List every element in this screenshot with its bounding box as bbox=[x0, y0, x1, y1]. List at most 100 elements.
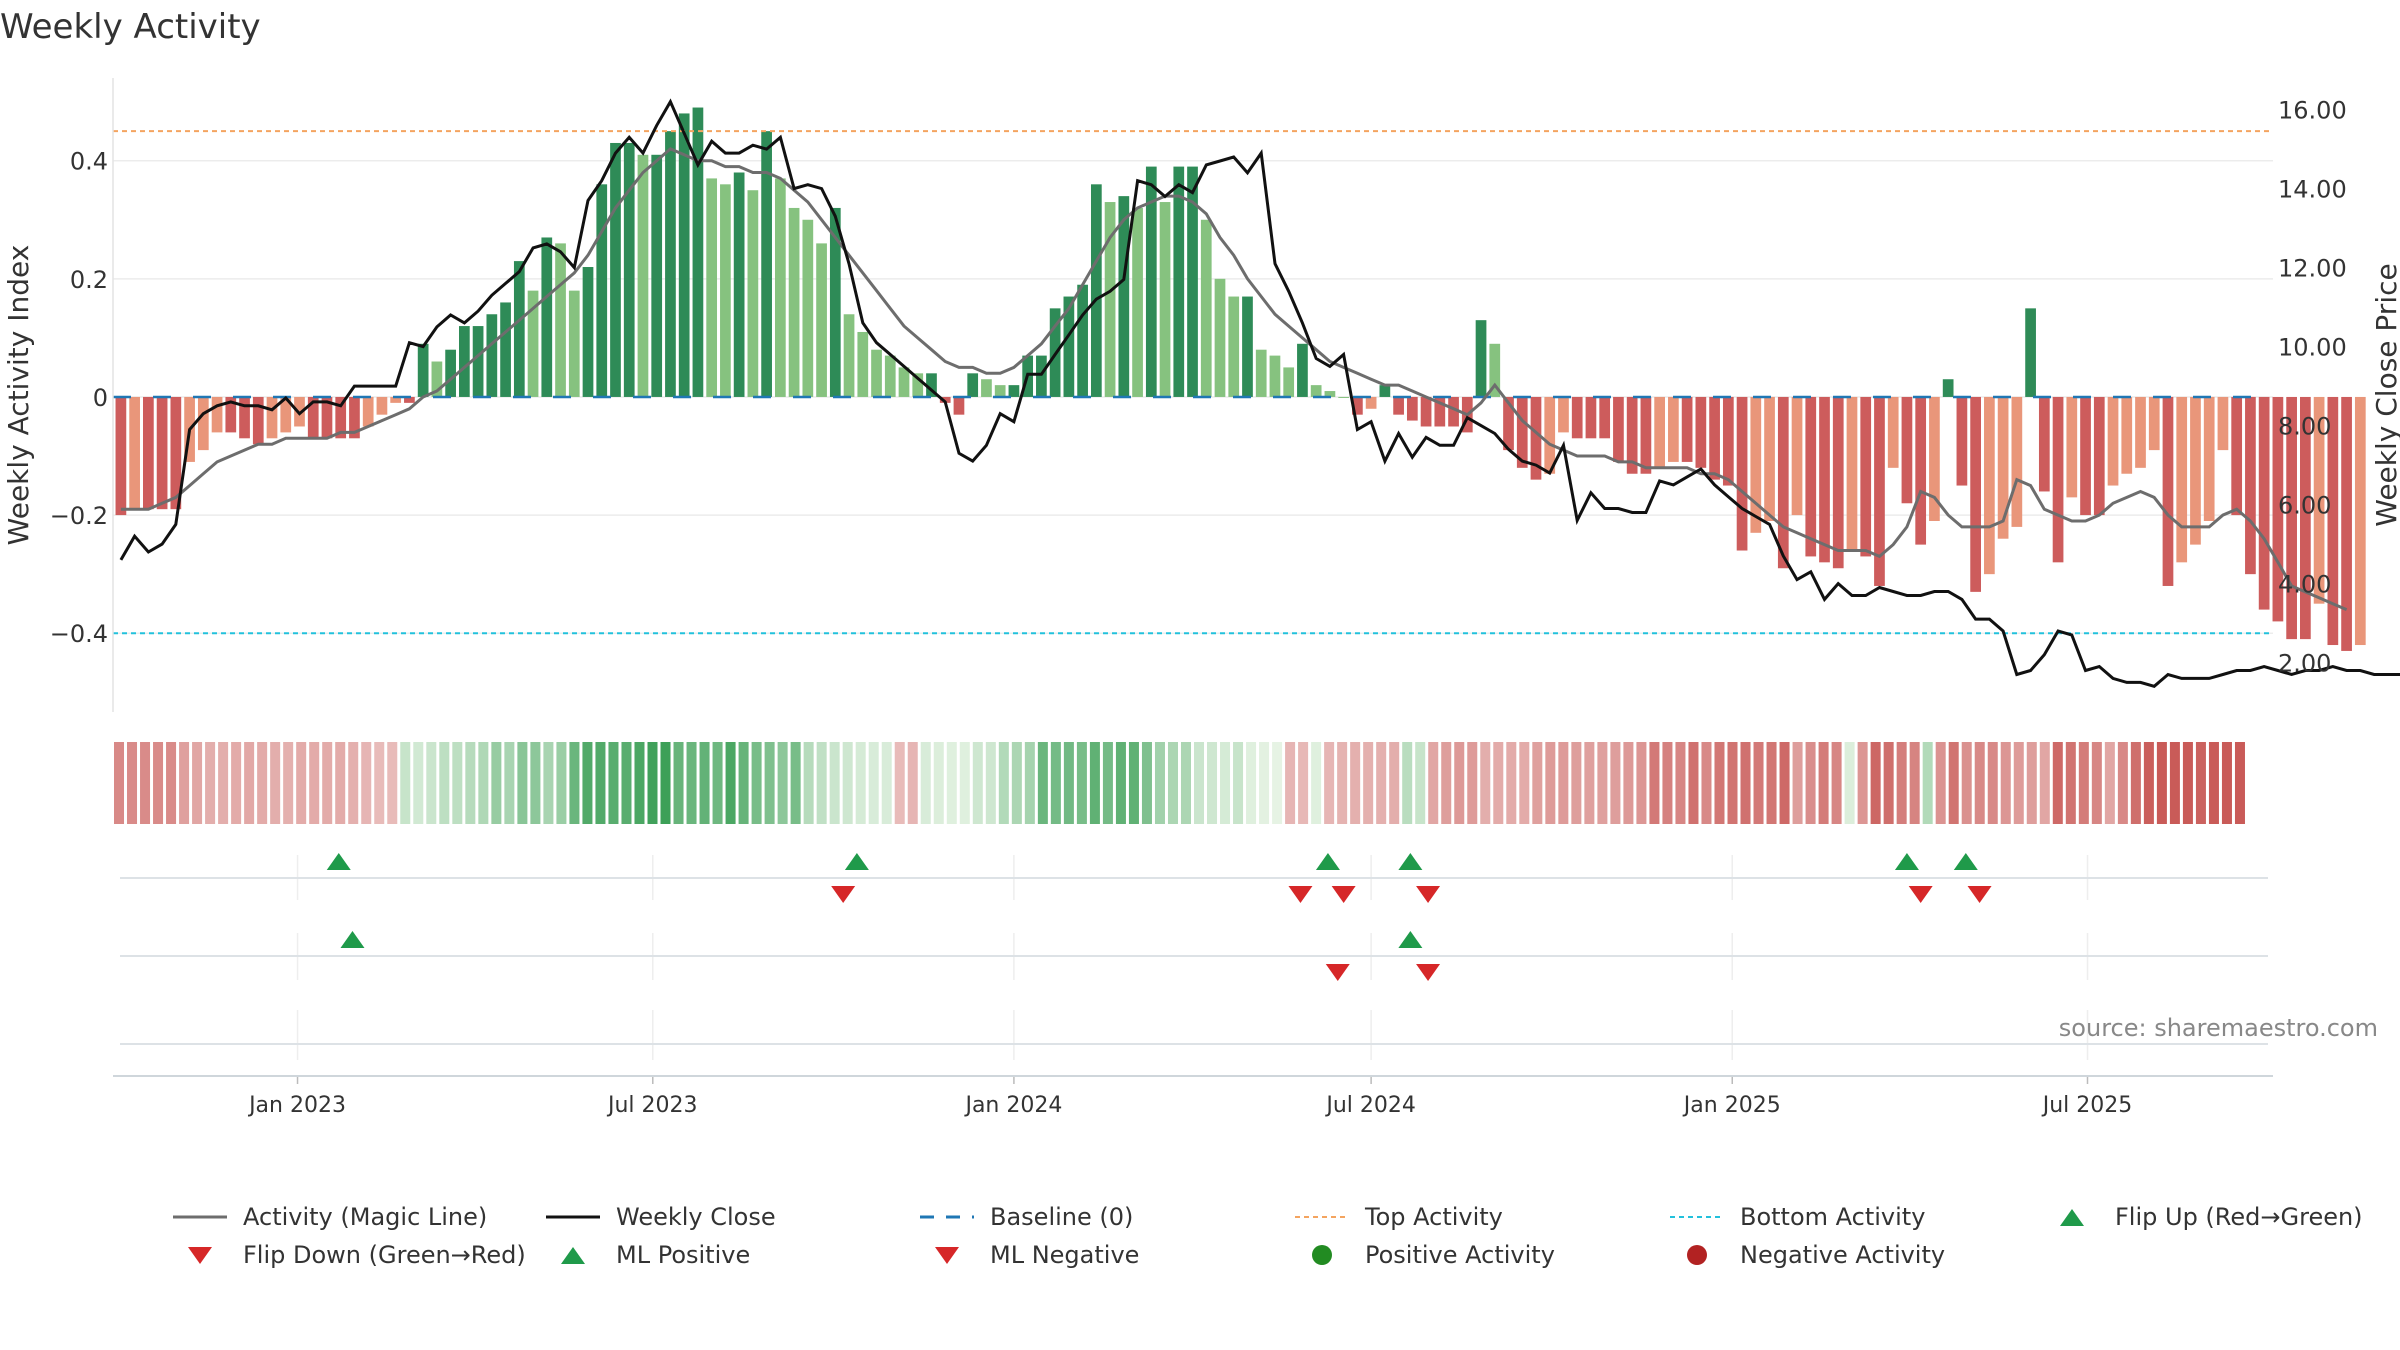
legend-item: Flip Down (Green→Red) bbox=[165, 1238, 526, 1272]
heat-cell bbox=[2130, 742, 2141, 824]
heat-cell bbox=[1558, 742, 1569, 824]
activity-bar bbox=[1736, 396, 1748, 551]
heat-cell bbox=[751, 742, 762, 824]
series-lines bbox=[119, 98, 2400, 688]
activity-bar bbox=[651, 154, 663, 397]
activity-bars bbox=[115, 107, 2366, 651]
heat-cell bbox=[166, 742, 177, 824]
legend-label: Negative Activity bbox=[1740, 1241, 1946, 1269]
legend-label: ML Negative bbox=[990, 1241, 1140, 1269]
legend-label: Weekly Close bbox=[616, 1203, 776, 1231]
heat-cell bbox=[790, 742, 801, 824]
activity-bar bbox=[1489, 343, 1501, 397]
heat-cell bbox=[660, 742, 671, 824]
heat-cell bbox=[1285, 742, 1296, 824]
activity-bar bbox=[1228, 296, 1240, 397]
activity-bar bbox=[239, 396, 250, 439]
flip-down-marker bbox=[1967, 886, 1992, 903]
activity-heat-strip bbox=[114, 742, 2245, 824]
heat-cell bbox=[985, 742, 996, 824]
heat-cell bbox=[1102, 742, 1113, 824]
y2-tick-label: 10.00 bbox=[2278, 334, 2347, 362]
heat-cell bbox=[517, 742, 528, 824]
activity-bar bbox=[156, 396, 168, 510]
flip-down-marker bbox=[1908, 886, 1933, 903]
heat-cell bbox=[543, 742, 554, 824]
activity-bar bbox=[1393, 396, 1404, 415]
heat-cell bbox=[1818, 742, 1829, 824]
heat-cell bbox=[1311, 742, 1322, 824]
flip-up-marker bbox=[1315, 853, 1340, 870]
heat-cell bbox=[1532, 742, 1543, 824]
heat-cell bbox=[2221, 742, 2232, 824]
heat-cell bbox=[1154, 742, 1165, 824]
ml-positive-marker bbox=[1398, 931, 1423, 948]
x-tick-label: Jan 2024 bbox=[963, 1093, 1062, 1118]
activity-bar bbox=[1008, 385, 1020, 397]
heat-cell bbox=[1740, 742, 1751, 824]
ml-positive-marker bbox=[340, 931, 365, 948]
x-tick-label: Jul 2023 bbox=[606, 1093, 698, 1118]
activity-bar bbox=[610, 142, 621, 397]
heat-cell bbox=[2052, 742, 2063, 824]
legend-item: ML Positive bbox=[538, 1238, 750, 1272]
activity-bar bbox=[2286, 396, 2297, 640]
activity-bar bbox=[898, 367, 910, 397]
heat-cell bbox=[1571, 742, 1582, 824]
heat-cell bbox=[738, 742, 749, 824]
y-tick-label: 0 bbox=[93, 384, 108, 412]
activity-bar bbox=[1310, 385, 1322, 397]
activity-bar bbox=[568, 290, 580, 397]
heat-cell bbox=[556, 742, 567, 824]
heat-cell bbox=[946, 742, 957, 824]
activity-bar bbox=[1200, 219, 1212, 397]
y2-tick-label: 4.00 bbox=[2278, 571, 2331, 599]
activity-bar bbox=[211, 396, 223, 433]
activity-bar bbox=[390, 396, 402, 403]
heat-cell bbox=[1974, 742, 1985, 824]
activity-bar bbox=[1709, 396, 1720, 480]
activity-bar bbox=[1077, 284, 1088, 397]
activity-bar bbox=[1297, 343, 1308, 397]
activity-bar bbox=[1448, 396, 1459, 427]
ml-negative-marker bbox=[1416, 964, 1441, 981]
flip-down-marker bbox=[1331, 886, 1356, 903]
heat-cell bbox=[231, 742, 242, 824]
page-title: Weekly Activity bbox=[0, 7, 261, 47]
activity-bar bbox=[1173, 166, 1185, 397]
heat-cell bbox=[179, 742, 190, 824]
heat-cell bbox=[1805, 742, 1816, 824]
heat-cell bbox=[1987, 742, 1998, 824]
heat-cell bbox=[1415, 742, 1426, 824]
activity-bar bbox=[1283, 367, 1295, 397]
legend-symbol bbox=[1662, 1238, 1732, 1272]
activity-bar bbox=[1668, 396, 1679, 462]
activity-bar bbox=[1970, 396, 1981, 592]
legend-item: Negative Activity bbox=[1662, 1238, 1945, 1272]
activity-bar bbox=[596, 184, 608, 397]
activity-bar bbox=[1929, 396, 1940, 521]
heat-cell bbox=[374, 742, 385, 824]
heat-cell bbox=[2182, 742, 2193, 824]
activity-bar bbox=[939, 396, 951, 403]
heat-cell bbox=[491, 742, 502, 824]
activity-bar bbox=[1599, 396, 1611, 439]
activity-bar bbox=[143, 396, 154, 510]
activity-bar bbox=[170, 396, 182, 510]
activity-bar bbox=[1984, 396, 1995, 575]
heat-cell bbox=[686, 742, 697, 824]
activity-bar bbox=[1887, 396, 1899, 468]
heat-cell bbox=[1350, 742, 1361, 824]
activity-bar bbox=[802, 219, 814, 397]
heat-cell bbox=[1870, 742, 1881, 824]
y-tick-label: −0.2 bbox=[50, 502, 108, 530]
heat-cell bbox=[1727, 742, 1738, 824]
heat-cell bbox=[387, 742, 398, 824]
activity-bar bbox=[2066, 396, 2078, 498]
legend-label: Positive Activity bbox=[1365, 1241, 1555, 1269]
activity-bar bbox=[1777, 396, 1789, 569]
activity-bar bbox=[321, 396, 333, 439]
activity-bar bbox=[2025, 308, 2036, 397]
weekly-close-line bbox=[119, 98, 2400, 688]
